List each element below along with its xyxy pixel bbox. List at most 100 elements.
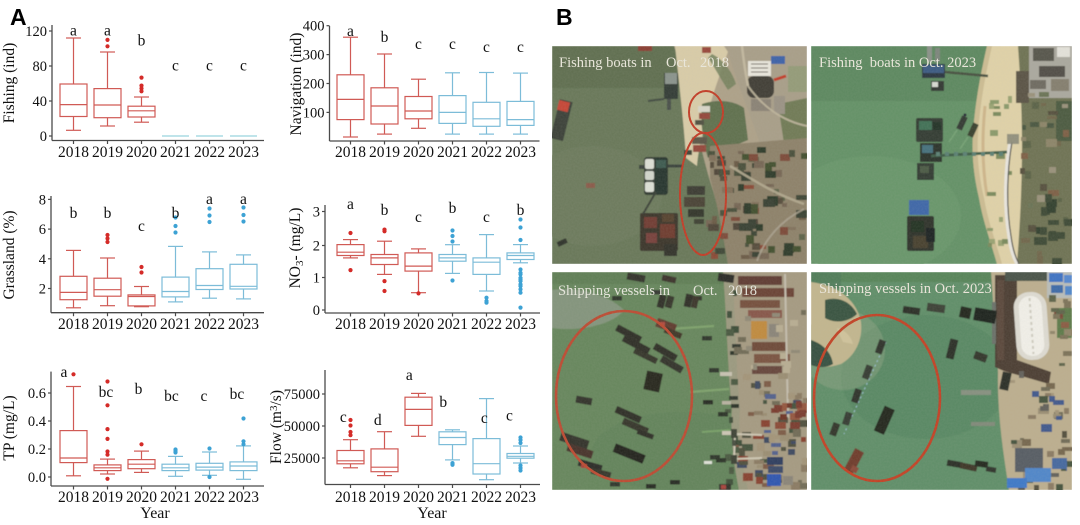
svg-text:0.4: 0.4 <box>28 414 47 430</box>
svg-text:b: b <box>439 394 447 411</box>
svg-text:Year: Year <box>417 505 447 522</box>
svg-text:2: 2 <box>313 239 320 255</box>
svg-text:a: a <box>61 364 68 381</box>
svg-text:a: a <box>206 191 213 208</box>
svg-text:2019: 2019 <box>369 144 400 161</box>
svg-text:2023: 2023 <box>505 316 536 333</box>
svg-text:c: c <box>201 388 208 405</box>
svg-text:c: c <box>517 39 524 56</box>
svg-text:NO3- (mg/L): NO3- (mg/L) <box>287 208 306 289</box>
svg-text:b: b <box>135 381 143 398</box>
svg-text:Navigation (ind): Navigation (ind) <box>288 33 305 136</box>
svg-text:2019: 2019 <box>92 144 123 161</box>
svg-text:2021: 2021 <box>160 144 191 161</box>
svg-text:2020: 2020 <box>403 144 434 161</box>
svg-text:2021: 2021 <box>437 316 468 333</box>
svg-text:2023: 2023 <box>505 489 536 506</box>
svg-text:c: c <box>415 209 422 226</box>
svg-text:Fishing boats in Oct. 2023: Fishing boats in Oct. 2023 <box>819 55 976 71</box>
svg-text:Shipping vessels in Oct. 2023: Shipping vessels in Oct. 2023 <box>819 281 992 297</box>
svg-text:6: 6 <box>39 222 46 238</box>
svg-text:Flow (m3/s): Flow (m3/s) <box>268 390 285 464</box>
svg-text:c: c <box>172 58 179 75</box>
svg-text:2020: 2020 <box>403 489 434 506</box>
svg-text:b: b <box>517 202 525 219</box>
svg-text:a: a <box>104 23 111 40</box>
svg-text:0.0: 0.0 <box>28 470 46 486</box>
svg-text:a: a <box>406 367 413 384</box>
svg-text:2020: 2020 <box>126 489 157 506</box>
svg-text:2018: 2018 <box>335 316 366 333</box>
svg-text:2018: 2018 <box>335 489 366 506</box>
svg-text:2021: 2021 <box>437 489 468 506</box>
svg-text:c: c <box>483 39 490 56</box>
svg-text:2019: 2019 <box>369 489 400 506</box>
svg-text:c: c <box>340 409 347 426</box>
svg-text:Grassland (%): Grassland (%) <box>1 210 18 299</box>
svg-text:c: c <box>481 410 488 427</box>
svg-text:4: 4 <box>39 252 47 268</box>
svg-text:b: b <box>172 205 180 222</box>
svg-text:2020: 2020 <box>403 316 434 333</box>
svg-text:2021: 2021 <box>160 489 191 506</box>
svg-text:2023: 2023 <box>228 144 259 161</box>
svg-text:3: 3 <box>313 205 320 221</box>
svg-text:8: 8 <box>39 192 46 208</box>
svg-text:75000: 75000 <box>284 387 320 403</box>
svg-text:2018: 2018 <box>58 316 89 333</box>
svg-text:2019: 2019 <box>92 489 123 506</box>
svg-text:0.2: 0.2 <box>28 442 46 458</box>
svg-text:0: 0 <box>40 129 47 145</box>
svg-text:2020: 2020 <box>126 316 157 333</box>
svg-text:a: a <box>240 191 247 208</box>
svg-text:0.6: 0.6 <box>28 386 46 402</box>
svg-text:b: b <box>138 33 146 50</box>
svg-text:2023: 2023 <box>228 316 259 333</box>
svg-text:2021: 2021 <box>160 316 191 333</box>
svg-text:a: a <box>347 196 354 213</box>
svg-text:d: d <box>374 412 382 429</box>
svg-text:0: 0 <box>313 303 320 319</box>
svg-text:a: a <box>70 23 77 40</box>
svg-text:2: 2 <box>39 282 46 298</box>
svg-text:2022: 2022 <box>471 316 502 333</box>
svg-text:a: a <box>347 23 354 40</box>
svg-text:300: 300 <box>303 48 325 64</box>
svg-text:Year: Year <box>140 505 170 522</box>
svg-text:bc: bc <box>164 388 179 405</box>
svg-text:c: c <box>483 209 490 226</box>
svg-text:40: 40 <box>33 94 48 110</box>
svg-text:b: b <box>381 202 389 219</box>
svg-text:2023: 2023 <box>228 489 259 506</box>
svg-text:c: c <box>449 36 456 53</box>
svg-text:2022: 2022 <box>471 144 502 161</box>
svg-text:400: 400 <box>303 19 325 35</box>
svg-text:c: c <box>415 36 422 53</box>
svg-text:2019: 2019 <box>92 316 123 333</box>
svg-text:200: 200 <box>303 77 325 93</box>
svg-text:Fishing (ind): Fishing (ind) <box>1 43 18 124</box>
svg-text:b: b <box>104 205 112 222</box>
svg-text:2018: 2018 <box>58 489 89 506</box>
svg-text:2022: 2022 <box>194 489 225 506</box>
svg-text:2018: 2018 <box>335 144 366 161</box>
svg-text:2021: 2021 <box>437 144 468 161</box>
svg-text:b: b <box>449 200 457 217</box>
svg-text:2022: 2022 <box>194 144 225 161</box>
svg-text:c: c <box>240 58 247 75</box>
svg-text:c: c <box>206 58 213 75</box>
svg-text:2020: 2020 <box>126 144 157 161</box>
svg-text:2023: 2023 <box>505 144 536 161</box>
svg-text:100: 100 <box>303 105 325 121</box>
svg-text:c: c <box>138 218 145 235</box>
svg-text:b: b <box>381 29 389 46</box>
svg-text:25000: 25000 <box>284 451 320 467</box>
svg-text:bc: bc <box>99 384 114 401</box>
svg-text:2022: 2022 <box>194 316 225 333</box>
svg-text:b: b <box>70 205 78 222</box>
svg-text:2022: 2022 <box>471 489 502 506</box>
svg-text:c: c <box>506 408 513 425</box>
svg-text:120: 120 <box>25 24 47 40</box>
